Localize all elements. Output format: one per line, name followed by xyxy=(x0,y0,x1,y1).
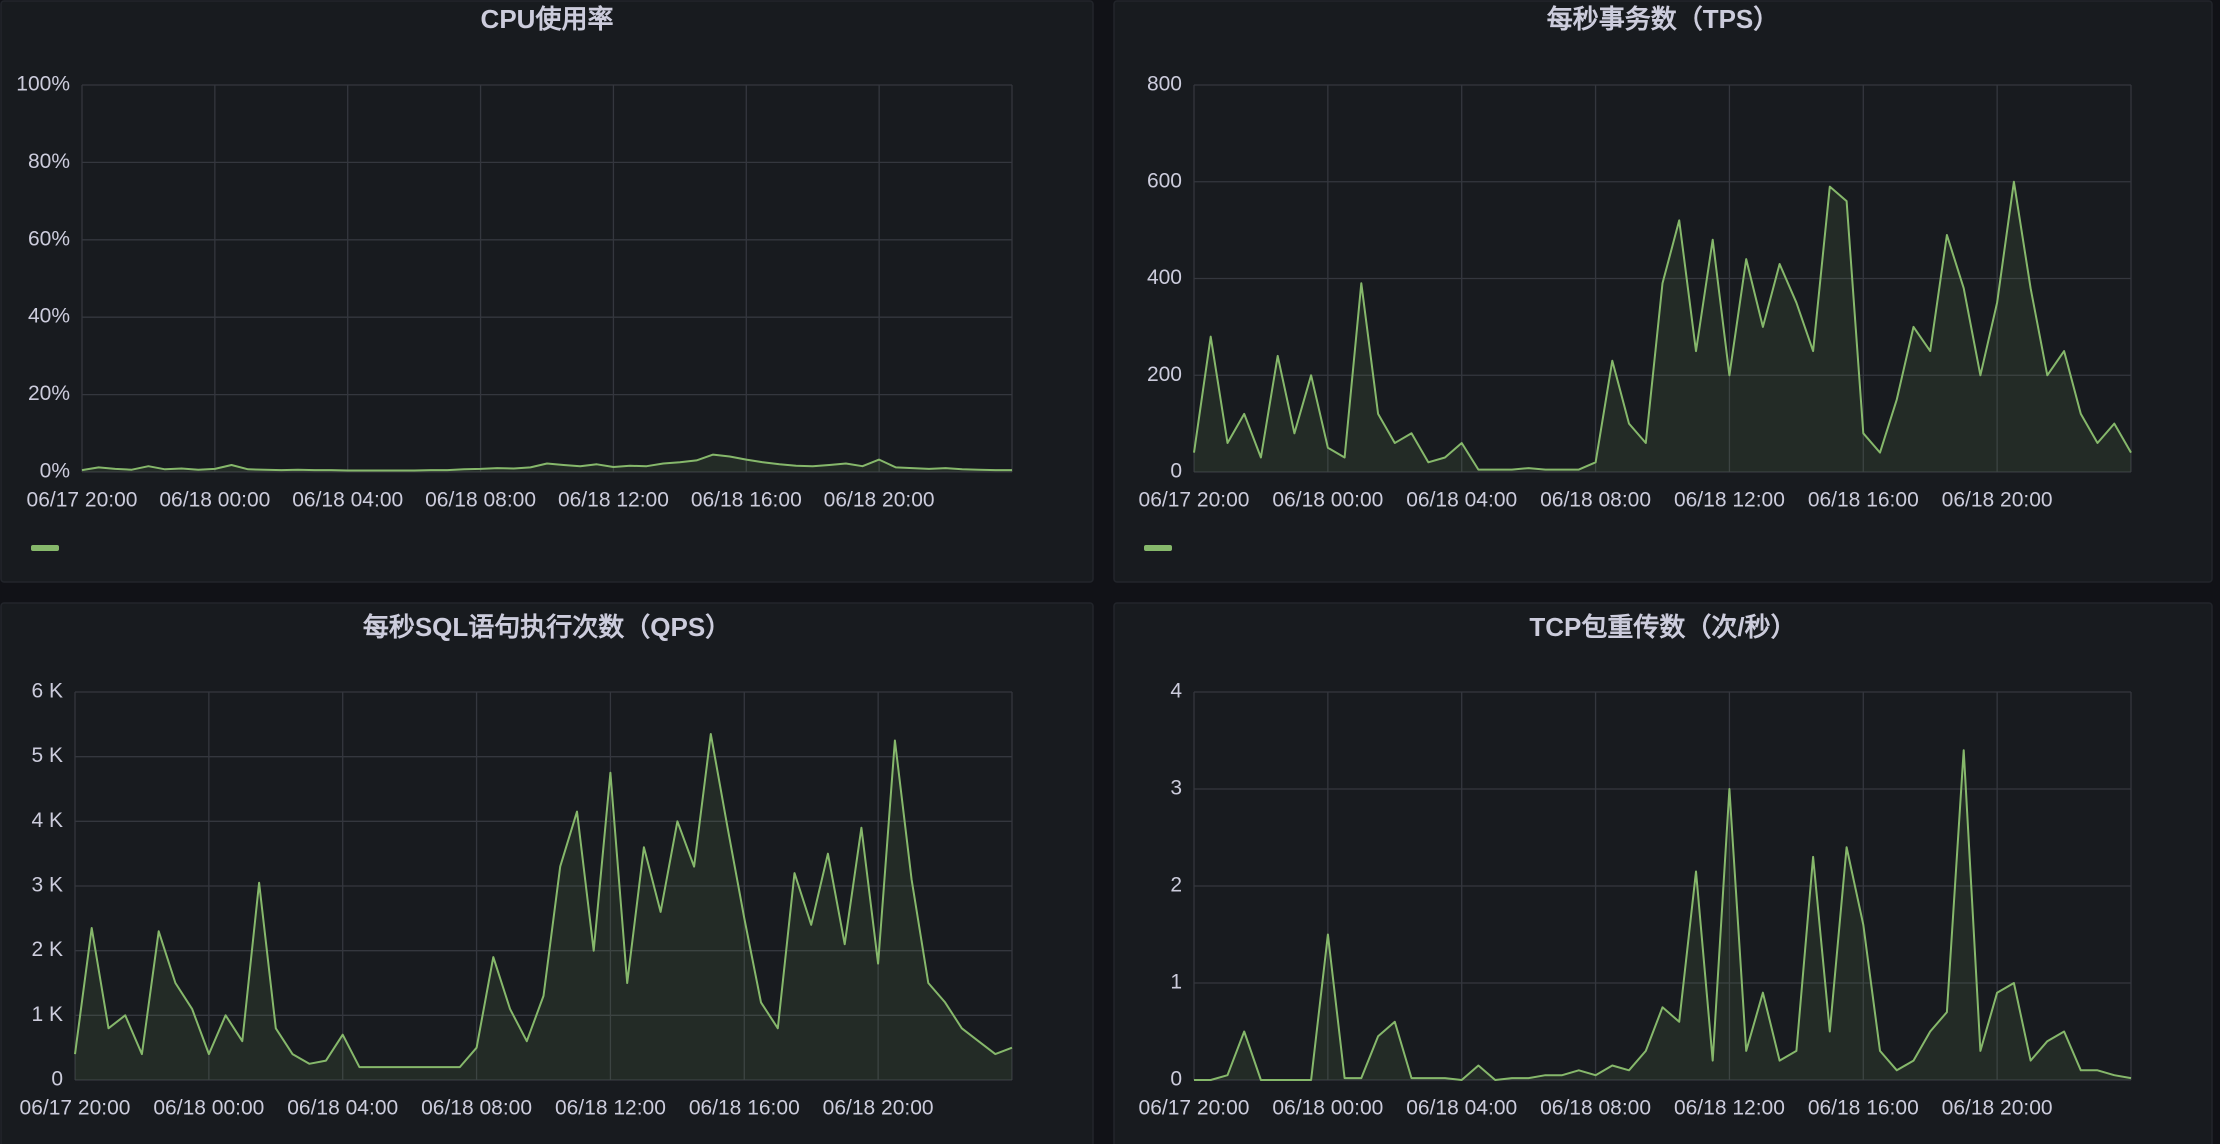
x-tick-label: 06/18 04:00 xyxy=(287,1097,398,1120)
x-tick-label: 06/18 12:00 xyxy=(558,489,669,512)
x-tick-label: 06/18 20:00 xyxy=(823,1097,934,1120)
y-tick-label: 100% xyxy=(16,73,70,96)
y-tick-label: 3 K xyxy=(31,874,63,897)
panel: 每秒SQL语句执行次数（QPS） 0 1 K 2 K 3 K 4 K 5 K 6 K 06/17… xyxy=(0,602,1094,1144)
area-fill xyxy=(1194,750,2131,1080)
series-line xyxy=(1193,180,2132,471)
x-tick-label: 06/17 20:00 xyxy=(20,1097,131,1120)
y-tick-label: 5 K xyxy=(31,744,63,767)
y-tick-label: 3 xyxy=(1170,777,1182,800)
legend-swatch xyxy=(31,545,59,551)
x-tick-label: 06/17 20:00 xyxy=(1139,1097,1250,1120)
panel-title: 每秒事务数（TPS） xyxy=(1547,4,1780,34)
x-tick-label: 06/18 12:00 xyxy=(1674,489,1785,512)
y-tick-label: 1 K xyxy=(31,1003,63,1026)
panel: 每秒事务数（TPS） 0 200 400 600 800 06/17 20:00 06/18 … xyxy=(1113,0,2213,583)
x-tick-label: 06/18 16:00 xyxy=(1808,489,1919,512)
x-tick-label: 06/17 20:00 xyxy=(1139,489,1250,512)
x-tick-label: 06/18 12:00 xyxy=(555,1097,666,1120)
x-tick-label: 06/18 04:00 xyxy=(1406,489,1517,512)
y-tick-label: 60% xyxy=(28,227,70,250)
x-tick-label: 06/18 08:00 xyxy=(425,489,536,512)
y-tick-label: 600 xyxy=(1147,169,1182,192)
x-tick-label: 06/18 00:00 xyxy=(1272,1097,1383,1120)
series-line xyxy=(74,733,1013,1069)
y-tick-label: 2 K xyxy=(31,938,63,961)
x-tick-label: 06/18 20:00 xyxy=(824,489,935,512)
x-tick-label: 06/18 20:00 xyxy=(1942,489,2053,512)
y-tick-label: 2 xyxy=(1170,874,1182,897)
x-tick-label: 06/18 08:00 xyxy=(421,1097,532,1120)
y-tick-label: 4 K xyxy=(31,809,63,832)
y-tick-label: 0 xyxy=(51,1068,63,1091)
panel-title: 每秒SQL语句执行次数（QPS） xyxy=(363,612,731,642)
x-tick-label: 06/18 08:00 xyxy=(1540,489,1651,512)
area-fill xyxy=(75,734,1012,1080)
panel-title: TCP包重传数（次/秒） xyxy=(1529,612,1796,642)
y-tick-label: 6 K xyxy=(31,680,63,703)
y-tick-label: 40% xyxy=(28,305,70,328)
legend-swatch xyxy=(1144,545,1172,551)
x-tick-label: 06/18 16:00 xyxy=(1808,1097,1919,1120)
x-tick-label: 06/17 20:00 xyxy=(27,489,138,512)
y-tick-label: 200 xyxy=(1147,363,1182,386)
x-tick-label: 06/18 08:00 xyxy=(1540,1097,1651,1120)
panel: CPU使用率 0% 20% 40% 60% 80% 100% 06/17 20:00 06/18… xyxy=(0,0,1094,583)
panel-background xyxy=(1113,602,2213,1144)
y-tick-label: 400 xyxy=(1147,266,1182,289)
x-tick-label: 06/18 04:00 xyxy=(1406,1097,1517,1120)
area-fill xyxy=(1194,181,2131,473)
y-tick-label: 0 xyxy=(1170,1068,1182,1091)
x-tick-label: 06/18 00:00 xyxy=(1272,489,1383,512)
y-tick-label: 1 xyxy=(1170,971,1182,994)
x-tick-label: 06/18 04:00 xyxy=(292,489,403,512)
x-tick-label: 06/18 16:00 xyxy=(691,489,802,512)
panel-background xyxy=(0,0,1094,583)
x-tick-label: 06/18 16:00 xyxy=(689,1097,800,1120)
y-tick-label: 0 xyxy=(1170,460,1182,483)
series-line xyxy=(81,453,1012,472)
y-tick-label: 20% xyxy=(28,382,70,405)
panel: TCP包重传数（次/秒） 0 1 2 3 4 06/17 20:00 06/18 00:00 0… xyxy=(1113,602,2213,1144)
x-tick-label: 06/18 00:00 xyxy=(159,489,270,512)
x-tick-label: 06/18 12:00 xyxy=(1674,1097,1785,1120)
panel-title: CPU使用率 xyxy=(481,4,614,34)
x-tick-label: 06/18 00:00 xyxy=(153,1097,264,1120)
y-tick-label: 800 xyxy=(1147,73,1182,96)
y-tick-label: 80% xyxy=(28,150,70,173)
panel-background xyxy=(1113,0,2213,583)
area-fill xyxy=(82,454,1012,472)
y-tick-label: 0% xyxy=(40,460,70,483)
y-tick-label: 4 xyxy=(1170,680,1182,703)
x-tick-label: 06/18 20:00 xyxy=(1942,1097,2053,1120)
series-line xyxy=(1194,749,2132,1081)
